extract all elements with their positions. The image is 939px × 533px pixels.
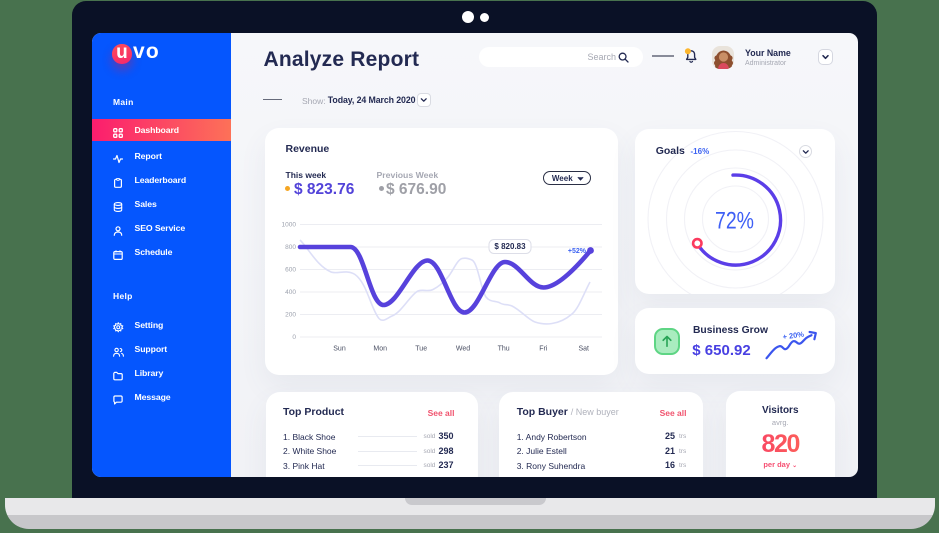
svg-text:+ 20%: + 20% <box>782 329 805 341</box>
svg-text:$ 820.83: $ 820.83 <box>494 242 526 251</box>
svg-text:Sun: Sun <box>333 346 346 353</box>
svg-text:0: 0 <box>292 334 296 341</box>
svg-text:Mon: Mon <box>373 346 387 353</box>
svg-text:Thu: Thu <box>497 346 509 353</box>
svg-text:Tue: Tue <box>415 346 427 353</box>
svg-text:1000: 1000 <box>281 222 296 229</box>
svg-text:Fri: Fri <box>539 346 548 353</box>
svg-text:+52%: +52% <box>567 248 586 255</box>
svg-text:400: 400 <box>285 289 296 296</box>
svg-text:Wed: Wed <box>455 346 469 353</box>
svg-text:200: 200 <box>285 312 296 319</box>
svg-text:72%: 72% <box>715 207 754 234</box>
svg-text:800: 800 <box>285 244 296 251</box>
svg-text:600: 600 <box>285 267 296 274</box>
svg-text:Sat: Sat <box>578 346 589 353</box>
